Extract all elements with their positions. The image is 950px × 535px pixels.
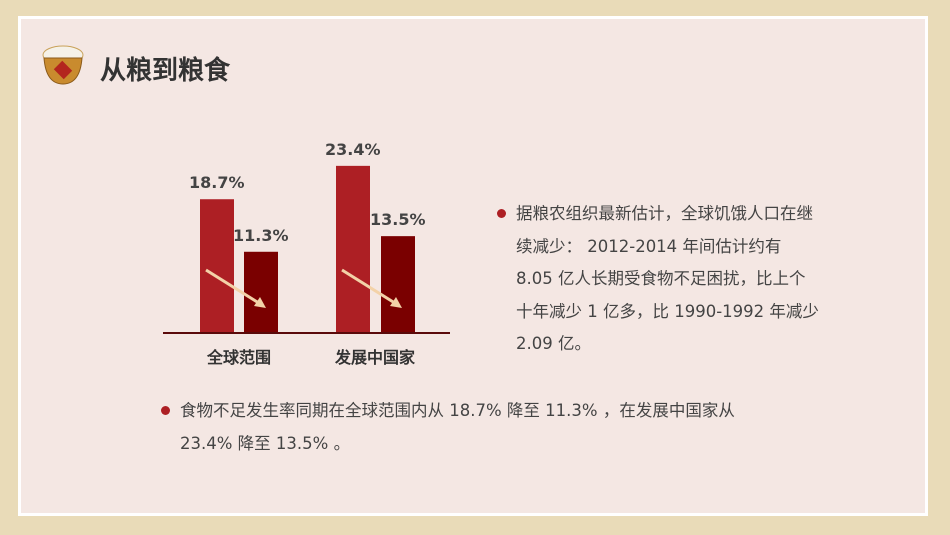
title: 从粮到粮食 <box>100 56 231 86</box>
bar <box>244 251 278 332</box>
value-label: 13.5% <box>370 210 426 229</box>
bar <box>336 165 370 332</box>
x-tick-label: 全球范围 <box>206 348 271 367</box>
value-label: 18.7% <box>189 173 245 192</box>
panel <box>18 16 928 516</box>
bullet-dot <box>161 406 170 415</box>
bullet-dot <box>497 209 506 218</box>
bullet-text: 食物不足发生率同期在全球范围内从 18.7% 降至 11.3% ，在发展中国家从… <box>180 401 735 453</box>
bar <box>381 236 415 332</box>
x-tick-label: 发展中国家 <box>334 348 416 367</box>
trend-arrow <box>205 268 263 307</box>
bar <box>200 199 234 332</box>
trend-arrowhead <box>254 297 266 308</box>
trend-arrowhead <box>390 297 402 308</box>
icon <box>42 45 84 85</box>
value-label: 23.4% <box>325 140 381 159</box>
bullet-text: 据粮农组织最新估计，全球饥饿人口在继续减少： 2012-2014 年间估计约有 … <box>516 204 819 353</box>
trend-arrow <box>341 268 399 307</box>
value-label: 11.3% <box>233 226 289 245</box>
